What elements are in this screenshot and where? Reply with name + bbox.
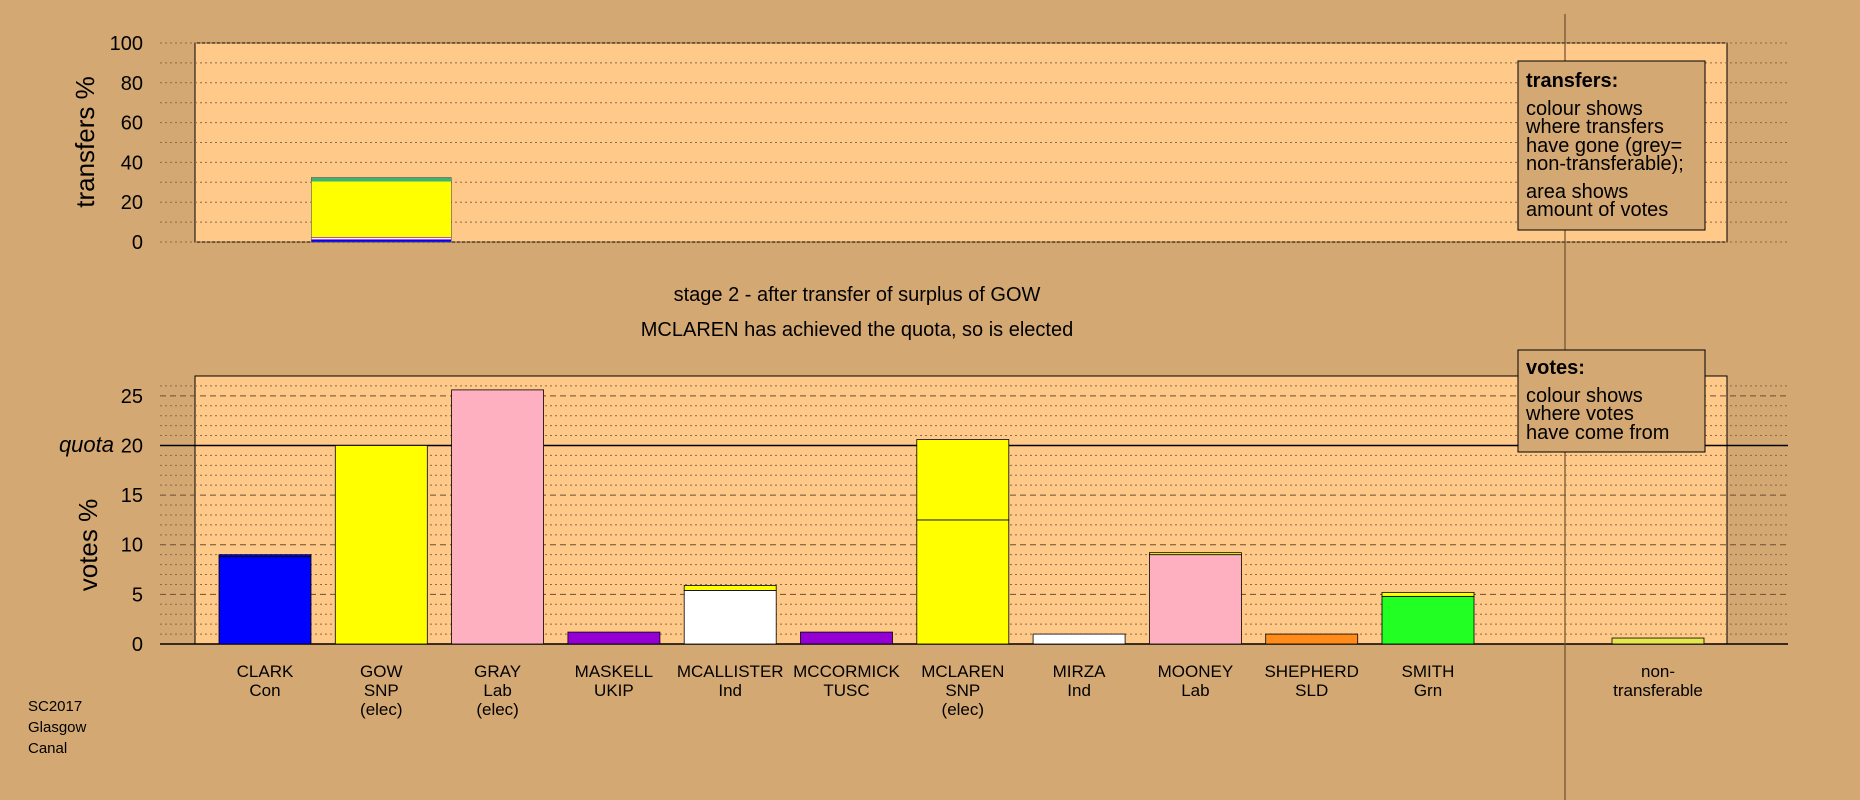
- transfer-segment-maskell: [311, 239, 452, 241]
- transfers-legend-box: [1517, 60, 1706, 231]
- candidate-label: SHEPHERD: [1264, 662, 1358, 681]
- candidate-label: MIRZA: [1053, 662, 1107, 681]
- votes-grid: [160, 385, 1788, 645]
- bar-mcallister: [683, 585, 777, 591]
- transfers-y-ticks: 0 20 40 60 80 100: [110, 33, 143, 254]
- transfers-legend-line: where transfers: [1525, 116, 1664, 138]
- votes-legend-line: colour shows: [1526, 385, 1643, 407]
- bar-maskell: [567, 631, 661, 645]
- votes-legend-line: where votes: [1525, 403, 1634, 425]
- candidate-label: TUSC: [823, 681, 869, 700]
- candidate-label: SLD: [1295, 681, 1328, 700]
- y-tick-label: 20: [121, 435, 143, 457]
- candidate-label: (elec): [360, 700, 403, 719]
- nontransferable-label: transferable: [1613, 681, 1703, 700]
- y-tick-label: 25: [121, 386, 143, 408]
- candidate-label: MCCORMICK: [793, 662, 900, 681]
- candidate-label: CLARK: [237, 662, 294, 681]
- bar-smith: [1381, 591, 1475, 597]
- transfer-bar-outline: [310, 177, 452, 243]
- transfer-segment-mccormick: [311, 237, 452, 239]
- footer-ward: Canal: [28, 740, 67, 757]
- votes-y-ticks: 0 5 10 15 20 25: [121, 386, 143, 656]
- transfers-legend: transfers: colour shows where transfers …: [1517, 60, 1706, 231]
- candidate-label: (elec): [942, 700, 985, 719]
- stage-line-1: stage 2 - after transfer of surplus of G…: [674, 284, 1041, 306]
- y-tick-label: 100: [110, 33, 143, 55]
- y-tick-label: 60: [121, 113, 143, 135]
- transfers-y-axis-title: transfers %: [70, 76, 100, 208]
- candidate-label: MOONEY: [1158, 662, 1234, 681]
- candidate-label: MCALLISTER: [677, 662, 784, 681]
- bar-mccormick: [800, 631, 893, 645]
- candidate-label: MCLAREN: [921, 662, 1004, 681]
- bar-clark: [218, 556, 312, 645]
- votes-legend-title: votes:: [1526, 357, 1585, 379]
- candidate-labels: CLARKConGOWSNP(elec)GRAYLab(elec)MASKELL…: [237, 662, 1703, 719]
- candidate-label: UKIP: [594, 681, 634, 700]
- y-tick-label: 0: [132, 232, 143, 254]
- candidate-label: Con: [249, 681, 280, 700]
- candidate-label: Grn: [1414, 681, 1442, 700]
- y-tick-label: 15: [121, 485, 143, 507]
- transfers-legend-line: non-transferable);: [1526, 153, 1684, 175]
- y-tick-label: 10: [121, 535, 143, 557]
- transfers-legend-line: have gone (grey=: [1526, 135, 1682, 157]
- candidate-label: GRAY: [474, 662, 521, 681]
- footer-city: Glasgow: [28, 719, 87, 736]
- bar-mooney: [1149, 552, 1242, 556]
- bar-mooney: [1149, 554, 1242, 645]
- candidate-label: Ind: [1067, 681, 1091, 700]
- votes-legend-box: [1517, 349, 1706, 453]
- y-tick-label: 5: [132, 584, 143, 606]
- transfers-legend-line: amount of votes: [1526, 199, 1668, 221]
- bar-shepherd: [1265, 633, 1359, 645]
- y-tick-label: 80: [121, 73, 143, 95]
- bar-clark: [218, 554, 312, 558]
- footer-election: SC2017: [28, 698, 82, 715]
- transfers-legend-line: colour shows: [1526, 98, 1643, 120]
- quota-label: quota: [59, 432, 114, 457]
- candidate-label: GOW: [360, 662, 403, 681]
- candidate-label: MASKELL: [575, 662, 653, 681]
- bar-nontransferable: [1611, 637, 1705, 645]
- transfers-bars: [310, 177, 452, 243]
- votes-bars: [218, 389, 1705, 645]
- bar-mclaren: [916, 439, 1010, 521]
- candidate-label: Lab: [483, 681, 511, 700]
- bar-mclaren: [916, 519, 1010, 645]
- transfer-segment-mcallister: [311, 238, 452, 240]
- bar-gray: [451, 389, 545, 645]
- candidate-label: Ind: [718, 681, 742, 700]
- transfers-panel: 0 20 40 60 80 100 transfers %: [70, 33, 1788, 254]
- nontransferable-label: non-: [1641, 662, 1675, 681]
- candidate-label: SNP: [364, 681, 399, 700]
- candidate-label: (elec): [476, 700, 519, 719]
- stage-line-2: MCLAREN has achieved the quota, so is el…: [641, 319, 1073, 341]
- votes-y-axis-title: votes %: [73, 499, 103, 592]
- candidate-label: SNP: [945, 681, 980, 700]
- candidate-label: SMITH: [1402, 662, 1455, 681]
- y-tick-label: 20: [121, 192, 143, 214]
- y-tick-label: 0: [132, 634, 143, 656]
- transfer-segment-mclaren: [311, 181, 452, 238]
- transfers-legend-title: transfers:: [1526, 70, 1618, 92]
- bar-mcallister: [683, 590, 777, 645]
- bar-smith: [1381, 595, 1475, 645]
- candidate-label: Lab: [1181, 681, 1209, 700]
- transfer-segment-clark: [311, 240, 452, 242]
- votes-legend: votes: colour shows where votes have com…: [1517, 349, 1706, 453]
- bar-mirza: [1032, 633, 1126, 645]
- transfers-legend-line: area shows: [1526, 181, 1628, 203]
- bar-gow: [334, 445, 428, 645]
- transfer-segment-smith: [311, 177, 452, 182]
- y-tick-label: 40: [121, 152, 143, 174]
- votes-legend-line: have come from: [1526, 422, 1669, 444]
